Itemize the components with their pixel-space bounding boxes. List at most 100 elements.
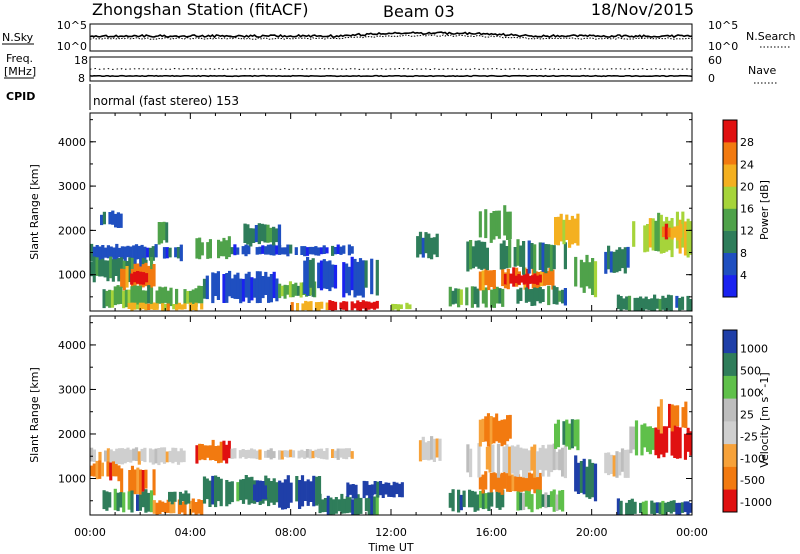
power-cell-14-0 — [328, 300, 332, 310]
velocity-y-tick-1: 2000 — [58, 428, 86, 441]
power-cell-9-25 — [300, 246, 304, 255]
power-cell-12-4 — [288, 281, 292, 298]
velocity-cell-6-3 — [203, 445, 207, 461]
power-cell-4-15 — [144, 290, 148, 309]
velocity-cell-18-16 — [561, 490, 565, 512]
velocity-cell-16-4 — [477, 443, 481, 478]
velocity-cell-13-5 — [430, 436, 434, 460]
power-cell-5-3 — [136, 304, 140, 310]
power-cell-29-2 — [659, 214, 663, 254]
power-colorbar-swatch-4 — [723, 186, 737, 209]
power-cell-7-2 — [162, 221, 166, 241]
velocity-cell-23-1 — [657, 429, 661, 459]
power-cell-5-16 — [172, 304, 176, 310]
x-axis-label: Time UT — [367, 541, 413, 554]
power-cell-19-0 — [448, 286, 452, 307]
velocity-cell-10-10 — [306, 479, 310, 506]
x-tick-1: 04:00 — [174, 526, 206, 539]
velocity-cell-11-14 — [353, 497, 357, 515]
velocity-cell-9-0 — [253, 484, 257, 501]
power-cell-6-3 — [108, 212, 112, 225]
power-cell-24-17 — [563, 288, 567, 306]
power-colorbar-tick-4: 20 — [740, 180, 754, 193]
power-cell-3-2 — [136, 271, 140, 284]
velocity-cell-18-10 — [544, 492, 548, 509]
velocity-cell-17-0 — [478, 419, 482, 447]
power-cell-28-7 — [648, 218, 652, 248]
velocity-cell-23-7 — [673, 425, 677, 458]
time-x-axis: 00:00 04:00 08:00 12:00 16:00 20:00 00:00 — [74, 113, 708, 539]
power-cell-16-9 — [328, 260, 332, 292]
power-cell-13-5 — [304, 300, 308, 310]
power-cell-29-11 — [683, 221, 687, 256]
power-cell-4-2 — [108, 289, 112, 308]
power-cell-27-7 — [623, 247, 627, 274]
velocity-y-label: Slant Range [km] — [28, 367, 41, 463]
power-cell-18-5 — [430, 237, 434, 260]
power-cell-1-1 — [92, 256, 96, 283]
velocity-cell-7-41 — [345, 448, 349, 460]
velocity-cell-7-10 — [258, 449, 262, 460]
velocity-cell-12-14 — [379, 481, 383, 496]
power-cell-21-0 — [503, 274, 507, 285]
velocity-cell-0-19 — [143, 447, 147, 463]
velocity-cell-11-15 — [356, 494, 360, 515]
velocity-cell-10-14 — [317, 476, 322, 505]
power-cell-5-20 — [183, 303, 187, 310]
velocity-cell-18-8 — [538, 489, 542, 509]
power-cell-8-10 — [222, 237, 226, 257]
velocity-cell-7-25 — [300, 449, 304, 458]
velocity-cell-25-20 — [672, 500, 676, 512]
velocity-cell-15-16 — [522, 473, 526, 492]
velocity-cell-24-6 — [670, 404, 674, 432]
velocity-cell-25-13 — [653, 502, 657, 515]
power-cell-16-15 — [345, 263, 349, 294]
velocity-cell-25-17 — [664, 502, 668, 515]
power-cell-1-7 — [109, 256, 113, 279]
velocity-colorbar-tick-7: -1000 — [740, 496, 772, 509]
velocity-cell-9-1 — [255, 480, 259, 503]
power-cell-19-1 — [451, 290, 455, 305]
velocity-cell-15-17 — [525, 474, 529, 493]
power-cell-25-3 — [562, 219, 566, 245]
velocity-cell-16-23 — [530, 446, 534, 471]
velocity-cell-21-3 — [612, 455, 616, 477]
power-cell-8-2 — [200, 242, 204, 256]
power-cell-20-3 — [487, 270, 491, 291]
power-cell-31-9 — [641, 298, 645, 311]
power-cell-9-33 — [322, 245, 326, 254]
power-cell-21-13 — [538, 274, 542, 283]
velocity-colorbar-swatch-7 — [723, 330, 737, 354]
power-cell-22-12 — [499, 243, 503, 270]
power-cell-4-22 — [163, 286, 168, 303]
velocity-cell-7-8 — [252, 449, 256, 459]
power-cell-26-7 — [593, 261, 598, 298]
power-cell-9-12 — [264, 246, 268, 255]
velocity-cell-1-2 — [95, 460, 99, 480]
velocity-cell-25-23 — [680, 502, 685, 513]
power-cell-0-11 — [120, 246, 124, 260]
power-cell-1-6 — [106, 260, 110, 282]
velocity-cell-7-27 — [305, 449, 310, 458]
power-cell-5-24 — [194, 302, 198, 311]
velocity-y-tick-2: 3000 — [58, 383, 86, 396]
power-cell-19-15 — [490, 289, 494, 308]
velocity-colorbar-tick-4: -25 — [740, 430, 758, 443]
power-cell-19-8 — [470, 286, 474, 308]
power-cell-9-30 — [314, 246, 318, 256]
velocity-cell-6-12 — [227, 440, 231, 459]
power-cell-0-15 — [132, 245, 136, 260]
noise-sky-label: N.Sky — [2, 31, 34, 44]
power-cell-5-12 — [161, 303, 165, 311]
power-cell-11-6 — [257, 223, 261, 245]
power-cell-4-3 — [110, 290, 115, 308]
velocity-cell-0-12 — [123, 448, 127, 464]
velocity-cell-4-9 — [177, 499, 181, 514]
velocity-cell-13-4 — [427, 441, 431, 461]
velocity-cell-19-4 — [565, 419, 569, 447]
power-cell-8-4 — [206, 242, 210, 259]
velocity-cell-23-12 — [686, 427, 690, 452]
power-cell-10-19 — [255, 271, 259, 304]
velocity-cell-4-2 — [158, 500, 162, 514]
velocity-cell-0-10 — [118, 448, 122, 465]
